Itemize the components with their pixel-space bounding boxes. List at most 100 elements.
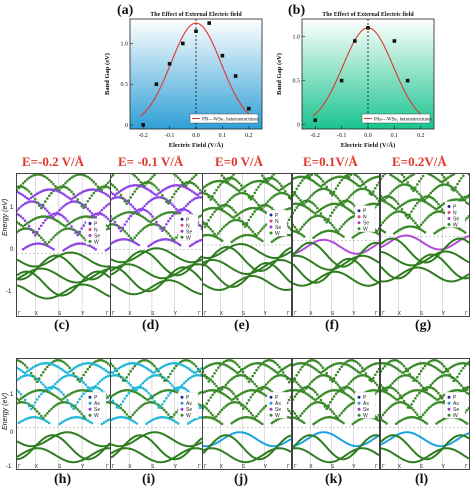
band-panel-c-conduction-band-point: [100, 208, 104, 212]
band-panel-j-conduction-band-point: [245, 402, 249, 405]
band-panel-h-conduction-band-point: [78, 377, 81, 381]
band-panel-k-conduction-band-point: [295, 392, 298, 396]
band-panel-k-conduction-band-point: [295, 381, 298, 384]
band-panel-i-conduction-band-point: [157, 368, 160, 371]
band-panel-j-conduction-band-point: [276, 371, 279, 375]
chart-a-legend-box: [189, 113, 259, 124]
band-panel-d-conduction-band-point: [137, 208, 140, 211]
band-panel-l-conduction-band-point: [414, 411, 417, 414]
band-panel-l-conduction-band-point: [444, 369, 448, 373]
band-panel-c-conduction-band-point: [88, 177, 92, 180]
band-panel-k-conduction-band-point: [319, 364, 323, 367]
band-panel-f-conduction-band-point: [327, 229, 330, 233]
band-panel-c-conduction-band-point: [21, 217, 25, 220]
band-panel-c-conduction-band-point: [66, 246, 69, 250]
band-panel-d-conduction-band-point: [139, 209, 142, 212]
band-panel-i-conduction-band-point: [119, 403, 123, 406]
band-panel-g-legend-box: [444, 201, 466, 228]
band-panel-i-conduction-band-point: [111, 364, 115, 368]
band-panel-d-conduction-band-point: [139, 180, 142, 184]
band-panel-l-conduction-band-point: [448, 373, 452, 376]
band-panel-f-conduction-band-point: [323, 216, 327, 220]
band-panel-l-conduction-band-point: [389, 405, 392, 408]
band-panel-l-conduction-band-point: [412, 379, 415, 382]
band-panel-g-valence-band: [381, 250, 469, 267]
band-panel-i-conduction-band-point: [169, 391, 172, 395]
band-panel-c-conduction-band-point: [94, 182, 98, 186]
band-panel-d-conduction-band-point: [190, 199, 194, 202]
band-panel-f-legend-label: Se: [363, 221, 369, 227]
band-panel-f-conduction-band-point: [316, 206, 319, 210]
band-panel-l-legend-marker: [447, 413, 451, 417]
band-panel-d-conduction-band-point: [184, 204, 188, 208]
band-panel-i-conduction-band-point: [143, 402, 146, 406]
band-panel-k-conduction-band-point: [316, 360, 319, 364]
band-panel-l-conduction-band-point: [429, 405, 432, 408]
band-panel-i-conduction-band-point: [173, 367, 176, 370]
band-panel-e-conduction-band-point: [249, 198, 253, 201]
band-panel-i-conduction-band-point: [113, 367, 117, 370]
band-panel-c-conduction-band-point: [56, 187, 59, 190]
band-panel-j-conduction-band-point: [257, 412, 260, 416]
band-panel-h-conduction-band-point: [74, 390, 77, 393]
band-panel-i-conduction-band-point: [119, 415, 123, 419]
band-panel-k-valence-band: [293, 447, 379, 464]
band-panel-d-conduction-band-point: [196, 240, 200, 243]
band-panel-k-conduction-band-point: [312, 366, 315, 370]
band-panel-g-conduction-band-point: [460, 199, 463, 202]
band-panel-c-conduction-band-point: [37, 215, 41, 219]
band-panel-d-conduction-band-point: [147, 224, 150, 227]
band-panel-g-conduction-band-point: [400, 210, 404, 214]
band-panel-f-conduction-band-point: [319, 177, 323, 181]
band-panel-c-legend-label: W: [94, 240, 99, 246]
band-panel-i-conduction-band-point: [182, 359, 186, 362]
band-panel-k-conduction-band-point: [340, 365, 343, 368]
band-panel-i-conduction-band-point: [196, 367, 200, 371]
band-panel-l-conduction-band-point: [450, 376, 454, 379]
band-panel-f-conduction-band-point: [375, 184, 379, 187]
band-panel-j-conduction-band-point: [222, 360, 226, 364]
band-panel-l-conduction-band-point: [423, 420, 427, 424]
chart-a-fit-curve: [140, 22, 252, 117]
band-panel-h-conduction-band-point: [42, 383, 45, 386]
band-panel-i-conduction-band-point: [125, 413, 129, 416]
band-panel-c-conduction-band-point: [17, 213, 21, 217]
band-panel-d-conduction-band-point: [182, 183, 186, 186]
band-panel-j-conduction-band-point: [218, 410, 222, 414]
band-panel-l-conduction-band-point: [439, 361, 442, 364]
band-panel-i-conduction-band-point: [119, 406, 123, 410]
band-panel-c-conduction-band-point: [82, 206, 85, 210]
band-panel-l-conduction-band-point: [460, 418, 463, 422]
band-panel-l-legend-label: Se: [453, 407, 459, 413]
band-panel-f-conduction-band-point: [306, 198, 310, 201]
band-panel-k-conduction-band-point: [319, 398, 323, 402]
band-panel-f-conduction-band-point: [316, 210, 319, 214]
band-panel-i-conduction-band-point: [149, 369, 152, 373]
band-panel-j-conduction-band-point: [287, 398, 291, 402]
band-panel-d-kpoint-label: Γ: [112, 311, 115, 316]
band-panel-d-conduction-band-point: [117, 214, 121, 217]
band-panel-e-conduction-band-point: [274, 237, 277, 241]
band-panel-g-conduction-band-point: [396, 229, 400, 232]
band-panel-l-conduction-band-point: [387, 392, 390, 396]
band-panel-l-conduction-band-point: [442, 365, 446, 368]
band-panel-g-conduction-band-point: [425, 201, 429, 205]
band-panel-j-valence-band: [203, 447, 291, 464]
band-panel-e-conduction-band-point: [222, 225, 226, 229]
band-panel-e-conduction-band-point: [215, 201, 218, 204]
band-panel-k-conduction-band-point: [345, 384, 349, 388]
band-panel-f-conduction-band-point: [314, 181, 317, 184]
band-panel-e-kpoint-label: Γ: [204, 311, 207, 316]
band-panel-l-conduction-band-point: [404, 369, 408, 373]
band-panel-h-conduction-band-point: [70, 416, 73, 420]
band-panel-e-conduction-band-point: [226, 212, 230, 216]
band-panel-h-conduction-band-point: [46, 365, 49, 369]
band-panel-d-conduction-band-point: [139, 184, 142, 188]
band-panel-d-conduction-band-point: [188, 244, 192, 248]
band-panel-c-conduction-band-point: [76, 200, 79, 204]
band-panel-i-conduction-band-point: [135, 391, 138, 395]
band-panel-e-conduction-band-point: [282, 186, 285, 189]
band-panel-i-conduction-band-point: [200, 416, 202, 419]
band-panel-k-conduction-band-point: [372, 376, 375, 380]
band-panel-d-conduction-band-point: [155, 220, 158, 224]
